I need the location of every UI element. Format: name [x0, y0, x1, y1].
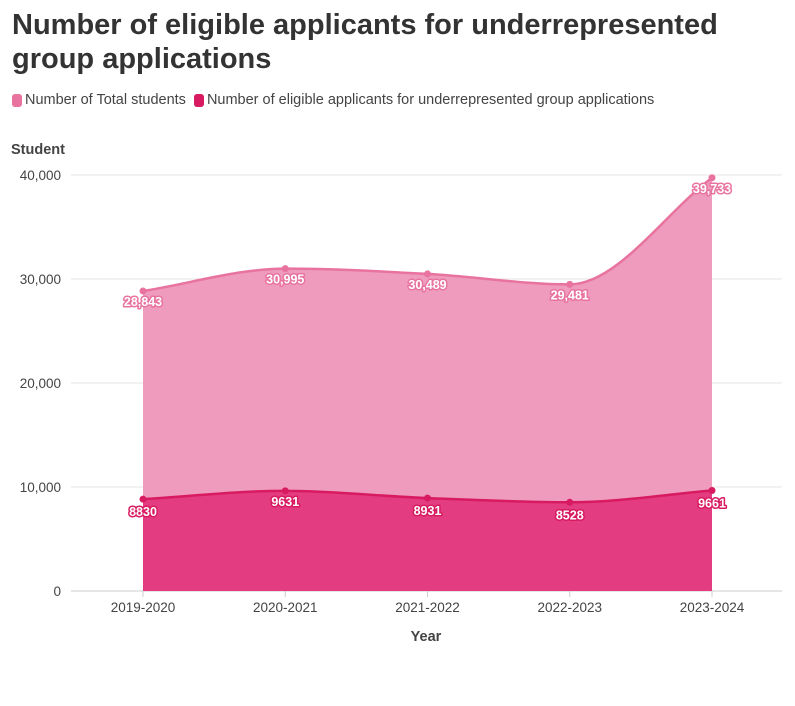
- x-axis-title: Year: [411, 629, 442, 645]
- chart-title: Number of eligible applicants for underr…: [12, 9, 718, 75]
- point-eligible-applicants[interactable]: [139, 495, 147, 503]
- x-tick-label: 2019-2020: [111, 600, 176, 615]
- data-label-total-students: 28,843: [124, 295, 162, 309]
- y-axis-title: Student: [11, 142, 65, 158]
- x-tick-label: 2023-2024: [680, 600, 745, 615]
- data-label-eligible-applicants: 9631: [271, 495, 299, 509]
- y-tick-label: 30,000: [20, 272, 61, 287]
- x-tick-label: 2022-2023: [537, 600, 602, 615]
- x-tick-label: 2020-2021: [253, 600, 318, 615]
- legend-item-eligible-applicants[interactable]: Number of eligible applicants for underr…: [193, 92, 655, 108]
- point-eligible-applicants[interactable]: [424, 494, 431, 502]
- data-label-total-students: 30,489: [408, 278, 446, 292]
- data-label-total-students: 39,733: [693, 182, 731, 196]
- legend-swatch-eligible-applicants: [193, 93, 204, 107]
- area-eligible-applicants: [143, 490, 712, 591]
- y-tick-label: 0: [53, 584, 61, 599]
- data-label-eligible-applicants: 9661: [698, 497, 726, 511]
- point-total-students[interactable]: [139, 287, 147, 295]
- point-total-students[interactable]: [566, 280, 574, 288]
- legend-label-total-students: Number of Total students: [25, 92, 186, 108]
- y-tick-label: 40,000: [20, 168, 61, 183]
- legend-label-eligible-applicants: Number of eligible applicants for underr…: [206, 92, 655, 108]
- point-eligible-applicants[interactable]: [566, 498, 574, 506]
- data-labels: 28,843 30,995 30,489 29,481 39,733 8830 9631 89…: [122, 180, 732, 524]
- x-tick-label: 2021-2022: [395, 600, 460, 615]
- area-chart: 28,843 30,995 30,489 29,481 39,733 8830 9631 89…: [11, 142, 782, 645]
- point-total-students[interactable]: [708, 174, 716, 182]
- point-total-students[interactable]: [281, 265, 289, 273]
- data-label-total-students: 29,481: [551, 288, 589, 302]
- data-label-eligible-applicants: 8830: [129, 505, 157, 519]
- series-areas: [142, 176, 713, 591]
- legend: Number of Total students Number of eligi…: [12, 92, 662, 108]
- point-eligible-applicants[interactable]: [708, 487, 716, 495]
- y-tick-label: 20,000: [20, 376, 61, 391]
- point-eligible-applicants[interactable]: [281, 487, 289, 495]
- data-points: [139, 174, 716, 506]
- data-label-eligible-applicants: 8931: [414, 504, 442, 518]
- legend-swatch-total-students: [12, 93, 22, 107]
- y-axis: 0 10,000 20,000 30,000 40,000: [20, 168, 61, 599]
- data-label-eligible-applicants: 8528: [556, 508, 584, 522]
- y-tick-label: 10,000: [20, 480, 61, 495]
- data-label-total-students: 30,995: [266, 273, 304, 287]
- legend-item-total-students[interactable]: Number of Total students: [12, 92, 186, 108]
- x-axis: 2019-2020 2020-2021 2021-2022 2022-2023 2023…: [111, 591, 745, 615]
- point-total-students[interactable]: [424, 270, 431, 278]
